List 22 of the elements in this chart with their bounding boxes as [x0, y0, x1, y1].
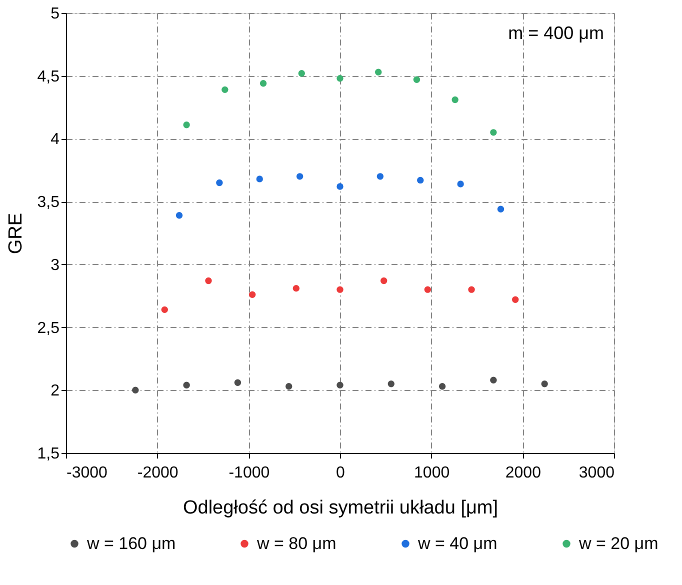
- x-tick-label: 2000: [505, 464, 542, 482]
- y-tick-label: 4: [50, 131, 60, 148]
- y-tick-label: 3,5: [37, 194, 60, 212]
- x-tick-label: 3000: [578, 464, 615, 482]
- x-tick-label: -3000: [66, 464, 108, 482]
- legend-label: w = 40 μm: [417, 534, 498, 553]
- y-tick-label: 1,5: [37, 446, 60, 462]
- y-tick-label: 2,5: [37, 320, 60, 337]
- legend-label: w = 20 μm: [578, 534, 658, 553]
- y-tick-label: 4,5: [37, 68, 60, 86]
- legend-label: w = 80 μm: [256, 534, 336, 553]
- x-axis-title: Odległość od osi symetrii układu [μm]: [182, 498, 498, 518]
- x-tick-label: -1000: [228, 464, 270, 482]
- x-tick-label: -2000: [137, 464, 178, 482]
- annotation: m = 400 μm: [508, 23, 604, 43]
- x-tick-label: 1000: [414, 464, 450, 482]
- y-axis-title: GRE: [5, 212, 26, 254]
- y-tick-label: 5: [50, 6, 60, 22]
- x-tick-label: 0: [336, 464, 346, 482]
- y-tick-label: 2: [50, 382, 60, 400]
- legend-label: w = 160 μm: [86, 534, 176, 553]
- y-tick-label: 3: [50, 256, 60, 274]
